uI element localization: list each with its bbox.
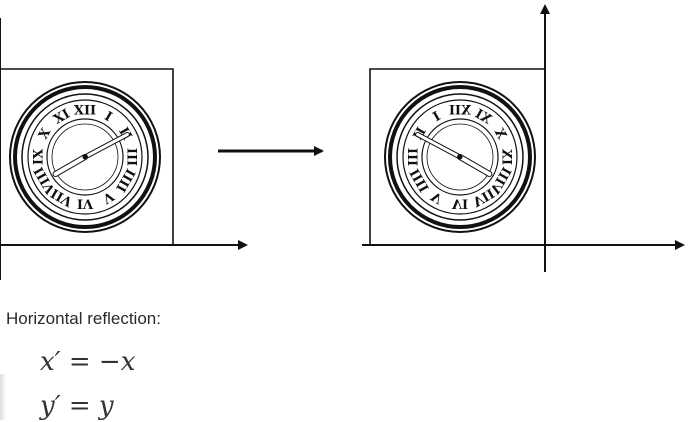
numeral-ring-inner bbox=[421, 118, 499, 196]
clock-numeral: III bbox=[407, 148, 422, 166]
clock-numeral: III bbox=[124, 148, 139, 166]
clock-numeral: XII bbox=[449, 104, 471, 119]
clock-numeral: XII bbox=[74, 104, 96, 119]
center-ring bbox=[426, 123, 494, 191]
equation-y-lhs: y′ bbox=[40, 391, 61, 421]
clock-numeral: VI bbox=[451, 196, 468, 211]
clock-numeral: VI bbox=[77, 196, 94, 211]
equation-x-lhs: x′ bbox=[40, 347, 61, 377]
left-edge-shadow bbox=[0, 374, 6, 420]
hour-hand bbox=[458, 155, 492, 176]
equation-x-rhs: −x bbox=[98, 347, 136, 377]
numeral-ring-inner bbox=[46, 118, 124, 196]
original-panel: XIIIIIIIIIIIIVVIVIIVIIIIXXXI bbox=[0, 18, 248, 280]
equation-x: x′ = −x bbox=[40, 347, 135, 377]
equation-y-op: = bbox=[68, 391, 91, 421]
equation-x-op: = bbox=[68, 347, 91, 377]
reflected-clock-image: XIIIIIIIIIIIIVVIVIIVIIIIXXXI bbox=[384, 81, 536, 233]
left-image-frame bbox=[0, 68, 174, 245]
right-image-frame bbox=[369, 68, 545, 245]
clock-rim-inner bbox=[21, 93, 149, 221]
clock-face: XIIIIIIIIIIIIVVIVIIVIIIIXXXI bbox=[9, 81, 161, 233]
numeral-ring-outer bbox=[402, 99, 518, 215]
clock-numeral: XI bbox=[472, 107, 494, 128]
clock-numeral: IX bbox=[499, 148, 514, 165]
clock-center bbox=[457, 154, 463, 160]
clock-rim bbox=[388, 85, 532, 229]
hour-hand bbox=[53, 155, 87, 176]
clock-center bbox=[82, 154, 88, 160]
center-ring bbox=[51, 123, 119, 191]
equation-y-rhs: y bbox=[98, 391, 114, 421]
clock-rim-inner bbox=[396, 93, 524, 221]
equation-y: y′ = y bbox=[40, 391, 114, 421]
minute-hand bbox=[83, 132, 129, 159]
reflection-caption: Horizontal reflection: bbox=[6, 309, 161, 328]
clock-face: XIIIIIIIIIIIIVVIVIIVIIIIXXXI bbox=[384, 81, 536, 233]
reflected-panel: XIIIIIIIIIIIIVVIVIIVIIIIXXXI bbox=[362, 4, 685, 272]
numeral-ring-outer bbox=[27, 99, 143, 215]
clock-rim bbox=[13, 85, 157, 229]
original-clock-image: XIIIIIIIIIIIIVVIVIIVIIIIXXXI bbox=[9, 81, 161, 233]
clock-numeral: XI bbox=[51, 107, 73, 128]
clock-numeral: IX bbox=[32, 148, 47, 165]
minute-hand bbox=[416, 132, 462, 159]
